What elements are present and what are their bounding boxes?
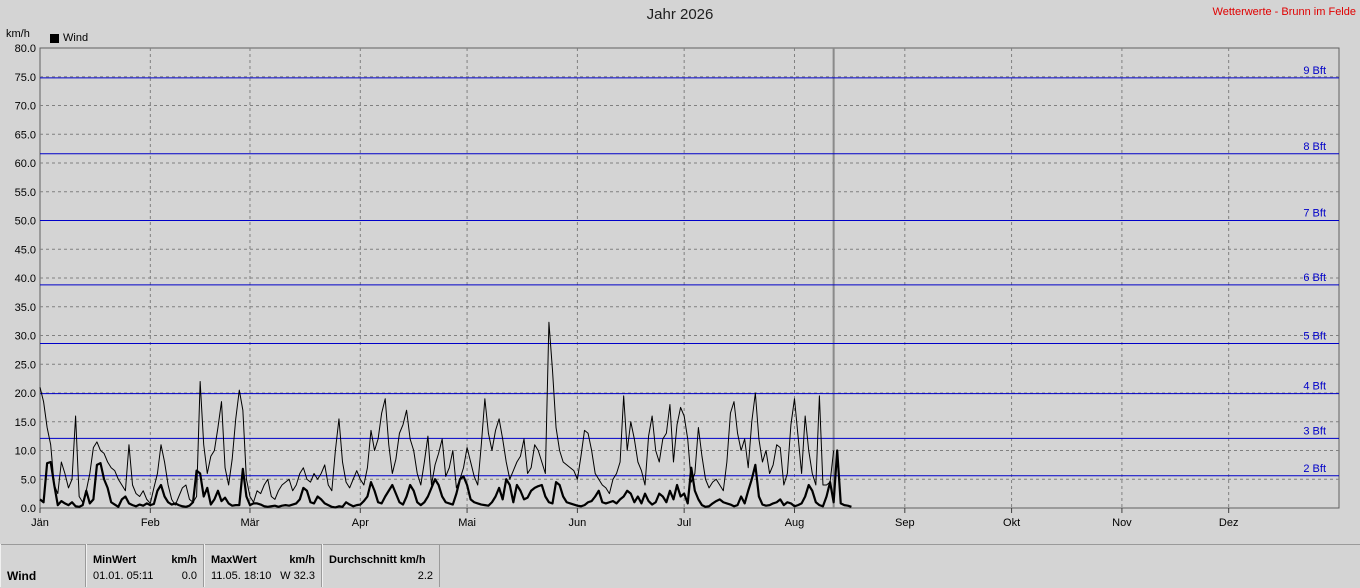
beaufort-label: 9 Bft (1303, 65, 1326, 77)
month-label: Jun (569, 517, 587, 529)
avg-value: 2.2 (417, 570, 433, 582)
beaufort-label: 6 Bft (1303, 272, 1326, 284)
max-unit: km/h (289, 554, 315, 566)
min-unit: km/h (171, 554, 197, 566)
y-tick-label: 65.0 (15, 129, 36, 141)
y-axis-unit: km/h (6, 28, 30, 40)
month-label: Mär (240, 517, 259, 529)
beaufort-label: 7 Bft (1303, 208, 1326, 220)
beaufort-label: 5 Bft (1303, 331, 1326, 343)
stats-min-cell: MinWert km/h 01.01. 05:11 0.0 (86, 544, 204, 587)
y-tick-label: 60.0 (15, 158, 36, 170)
avg-head: Durchschnitt km/h (329, 554, 426, 566)
y-tick-label: 0.0 (21, 503, 36, 515)
max-value: W 32.3 (280, 570, 315, 582)
month-label: Apr (352, 517, 369, 529)
month-label: Mai (458, 517, 476, 529)
beaufort-label: 8 Bft (1303, 141, 1326, 153)
y-tick-label: 55.0 (15, 187, 36, 199)
chart-area: 0.0 5.0 10.0 15.0 20.0 25.0 30.0 35.0 40.0 45.0 50… (15, 43, 1340, 529)
wind-chart: 0.0 5.0 10.0 15.0 20.0 25.0 30.0 35.0 40.0 45.0 50… (15, 43, 1340, 529)
stats-max-cell: MaxWert km/h 11.05. 18:10 W 32.3 (204, 544, 322, 587)
month-label: Okt (1003, 517, 1020, 529)
chart-title: Jahr 2026 (646, 6, 714, 23)
min-time: 01.01. 05:11 (93, 570, 154, 582)
min-value: 0.0 (181, 570, 197, 582)
site-label: Wetterwerte - Brunn im Felde (1212, 6, 1356, 18)
max-time: 11.05. 18:10 (211, 570, 272, 582)
stats-table: Wind MinWert km/h 01.01. 05:11 0.0 MaxWert… (0, 544, 440, 587)
month-label: Sep (895, 517, 915, 529)
y-tick-label: 70.0 (15, 101, 36, 113)
legend: Wind (50, 32, 88, 44)
y-tick-label: 40.0 (15, 273, 36, 285)
stats-bar (0, 544, 1360, 588)
month-label: Feb (141, 517, 160, 529)
wind-mean-line (39, 449, 852, 509)
beaufort-label: 3 Bft (1303, 425, 1326, 437)
wind-gust-line (39, 321, 835, 506)
max-head: MaxWert (211, 554, 257, 566)
y-tick-label: 35.0 (15, 302, 36, 314)
stats-avg-cell: Durchschnitt km/h 2.2 (322, 544, 440, 587)
y-tick-label: 15.0 (15, 417, 36, 429)
stats-row-label: Wind (0, 544, 86, 587)
month-label: Jul (677, 517, 691, 529)
y-tick-label: 5.0 (21, 474, 36, 486)
month-label: Jän (31, 517, 49, 529)
y-tick-label: 20.0 (15, 388, 36, 400)
y-tick-label: 50.0 (15, 216, 36, 228)
beaufort-label: 2 Bft (1303, 463, 1326, 475)
y-tick-label: 75.0 (15, 72, 36, 84)
y-tick-label: 80.0 (15, 43, 36, 55)
month-label: Nov (1112, 517, 1132, 529)
min-head: MinWert (93, 554, 137, 566)
legend-swatch (50, 33, 59, 43)
y-tick-label: 10.0 (15, 446, 36, 458)
month-label: Dez (1219, 517, 1239, 529)
month-label: Aug (785, 517, 805, 529)
legend-label: Wind (63, 32, 89, 44)
y-tick-label: 25.0 (15, 359, 36, 371)
beaufort-label: 4 Bft (1303, 381, 1326, 393)
y-tick-label: 45.0 (15, 244, 36, 256)
y-tick-label: 30.0 (15, 331, 36, 343)
